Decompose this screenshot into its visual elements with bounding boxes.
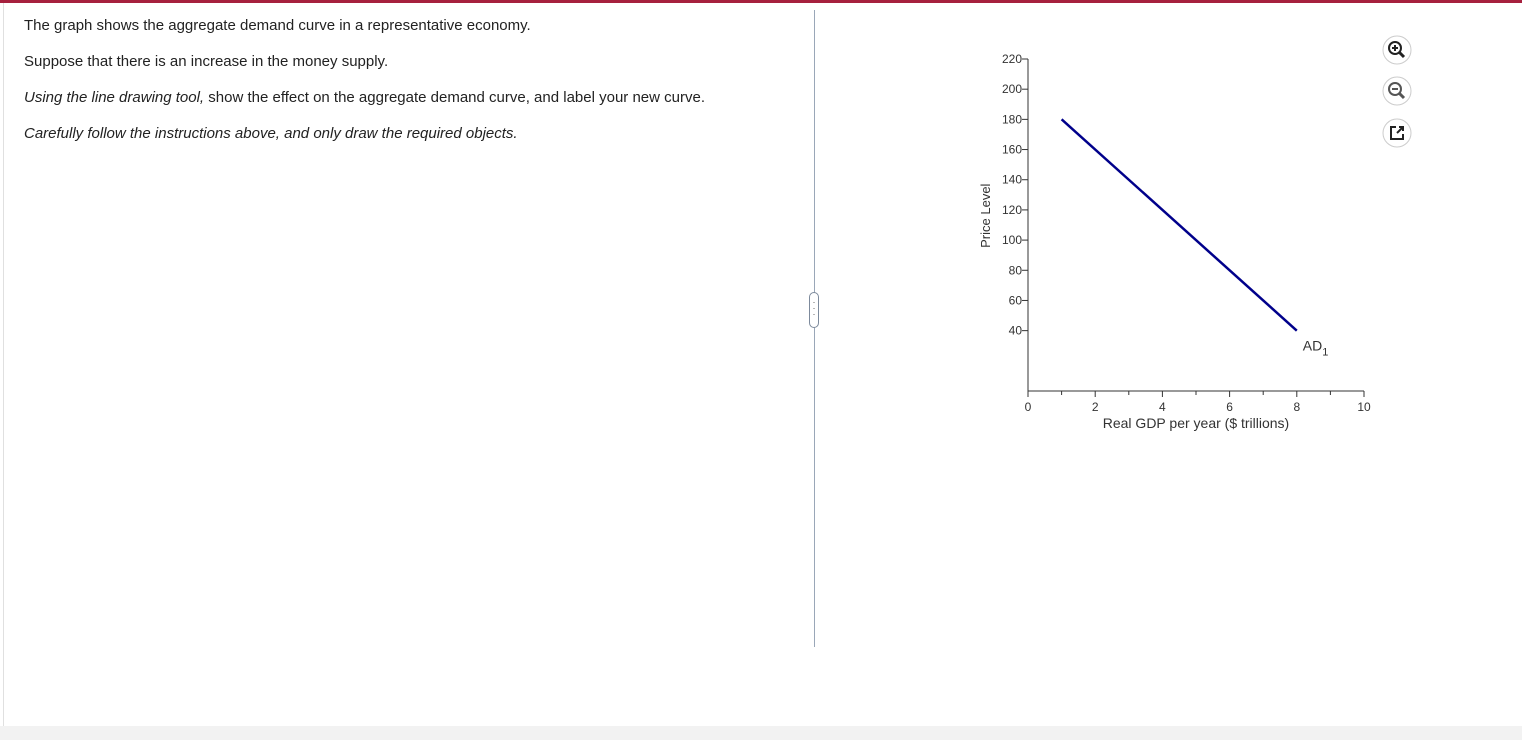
x-tick-label: 8 bbox=[1293, 400, 1300, 414]
divider-handle[interactable]: · · · bbox=[809, 292, 819, 328]
curve-label: AD1 bbox=[1303, 338, 1329, 359]
x-tick-label: 10 bbox=[1357, 400, 1371, 414]
chart: 40 60 80 100 120 140 160 180 200 220 0 2 4 6 8 10 Real G… bbox=[978, 52, 1371, 431]
curve bbox=[1060, 118, 1298, 332]
curve-label-name: AD bbox=[1303, 338, 1322, 354]
zoom-out-button[interactable] bbox=[1382, 76, 1412, 106]
bottom-bar bbox=[0, 726, 1522, 740]
text-run: show the effect on the aggregate demand … bbox=[204, 89, 705, 106]
y-tick-label: 160 bbox=[1002, 143, 1022, 157]
y-tick-label: 80 bbox=[1009, 263, 1023, 277]
paragraph: Carefully follow the instructions above,… bbox=[24, 124, 804, 144]
paragraph: Using the line drawing tool, show the ef… bbox=[24, 88, 804, 108]
x-tick-label: 6 bbox=[1226, 400, 1233, 414]
top-bar bbox=[0, 0, 1522, 3]
x-tick-label: 0 bbox=[1025, 400, 1032, 414]
zoom-in-button[interactable] bbox=[1382, 35, 1412, 65]
panel-divider bbox=[814, 10, 815, 647]
y-tick-label: 140 bbox=[1002, 173, 1022, 187]
text-run: Suppose that there is an increase in the… bbox=[24, 53, 389, 70]
y-tick-label: 120 bbox=[1002, 203, 1022, 217]
question-text: The graph shows the aggregate demand cur… bbox=[24, 16, 804, 160]
text-run: The graph shows the aggregate demand cur… bbox=[24, 17, 531, 34]
y-tick-label: 60 bbox=[1009, 293, 1023, 307]
x-tick-label: 2 bbox=[1092, 400, 1099, 414]
y-tick-label: 220 bbox=[1002, 52, 1022, 66]
x-tick-label: 4 bbox=[1159, 400, 1166, 414]
text-run: Using the line drawing tool, bbox=[24, 89, 205, 106]
x-axis-label: Real GDP per year ($ trillions) bbox=[1103, 415, 1289, 431]
y-tick-label: 100 bbox=[1002, 233, 1022, 247]
paragraph: Suppose that there is an increase in the… bbox=[24, 52, 804, 72]
popout-button[interactable] bbox=[1382, 118, 1412, 148]
left-border bbox=[3, 3, 4, 726]
curve-label-subscript: 1 bbox=[1322, 347, 1328, 359]
y-tick-label: 200 bbox=[1002, 82, 1022, 96]
y-tick-label: 40 bbox=[1009, 324, 1023, 338]
paragraph: The graph shows the aggregate demand cur… bbox=[24, 16, 804, 36]
y-tick-label: 180 bbox=[1002, 112, 1022, 126]
y-axis-label: Price Level bbox=[978, 183, 993, 247]
text-run: Carefully follow the instructions above,… bbox=[24, 125, 518, 142]
